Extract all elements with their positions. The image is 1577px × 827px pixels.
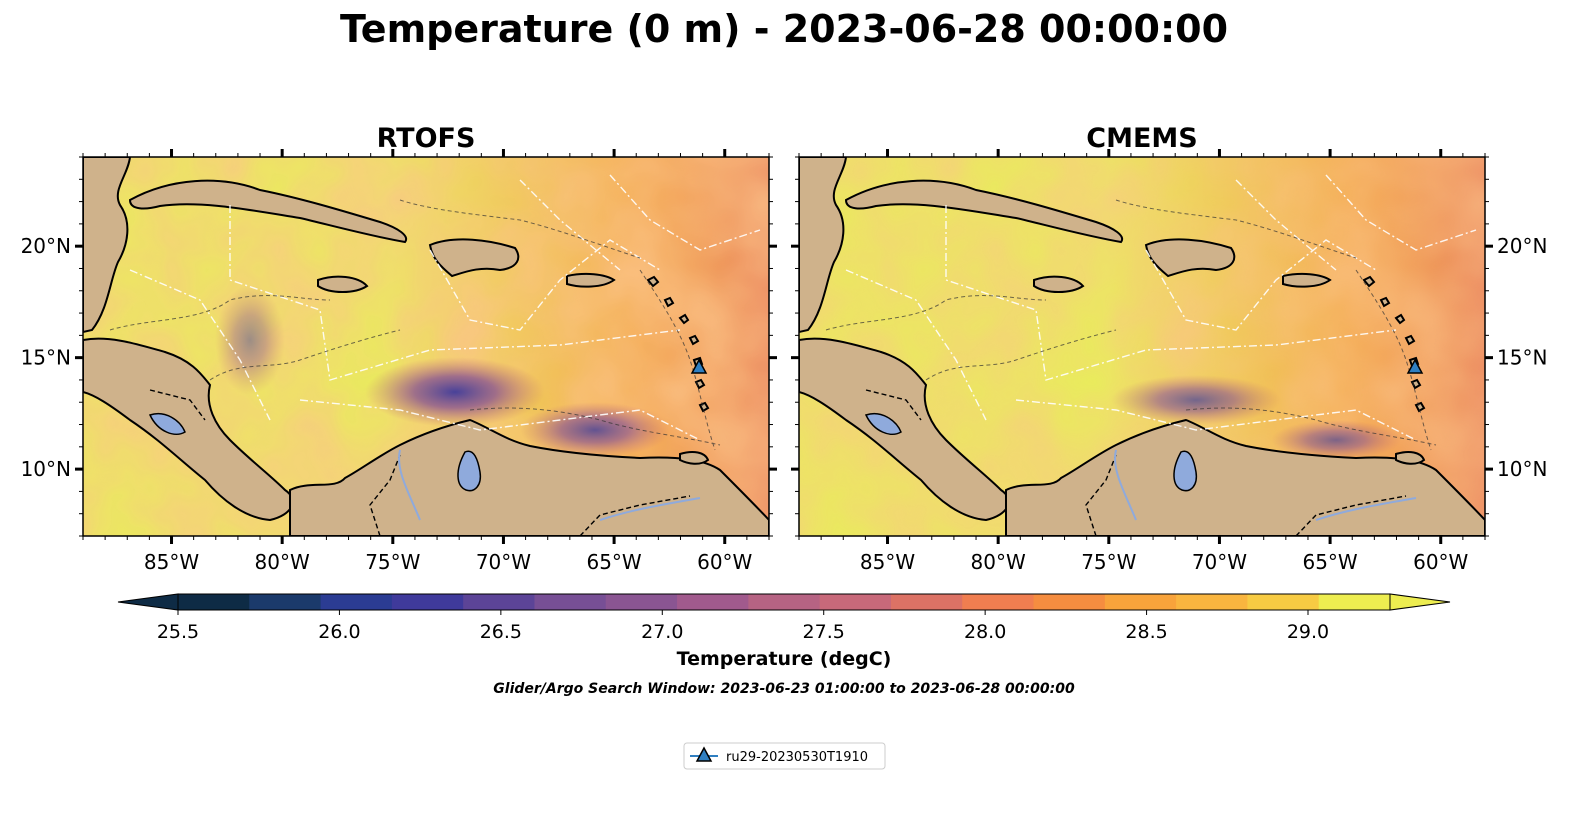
map-frame (82, 156, 770, 537)
lat-tick-label: 15°N (1497, 346, 1547, 370)
legend-box (683, 742, 886, 770)
map-frame (798, 156, 1486, 537)
lon-tick-label: 65°W (586, 550, 641, 574)
colorbar-segment (249, 594, 322, 610)
glider-marker[interactable] (1406, 358, 1424, 374)
legend-item-label: ru29-20230530T1910 (726, 750, 868, 765)
lon-tick-label: 75°W (365, 550, 420, 574)
cold-anomaly (1111, 375, 1281, 425)
colorbar-segment (962, 594, 1035, 610)
triangle-marker-icon (695, 746, 713, 762)
lon-tick-label: 60°W (697, 550, 752, 574)
cold-anomaly (215, 285, 285, 395)
cmems-map-panel (798, 156, 1486, 537)
colorbar-segment (178, 594, 250, 610)
bathymetry-contours (109, 199, 721, 451)
lon-tick-label: 65°W (1302, 550, 1357, 574)
colorbar-segment (320, 594, 393, 610)
colorbar-segment (1318, 594, 1391, 610)
panel-title-cmems: CMEMS (1086, 123, 1197, 154)
colorbar-segment (890, 594, 963, 610)
lon-tick-label: 70°W (476, 550, 531, 574)
colorbar-tick-label: 28.0 (964, 621, 1006, 643)
country-borders (149, 389, 691, 536)
colorbar-tick-label: 29.0 (1287, 621, 1329, 643)
colorbar-segment (463, 594, 535, 610)
colorbar-outline (177, 593, 1391, 611)
colorbar-segment (1176, 594, 1248, 610)
figure-title: Temperature (0 m) - 2023-06-28 00:00:00 (340, 7, 1228, 51)
rivers (1114, 449, 1417, 521)
rtofs-map-panel (82, 156, 770, 537)
lon-tick-label: 80°W (255, 550, 310, 574)
lat-tick-label: 10°N (21, 457, 71, 481)
colorbar-tick-label: 28.5 (1125, 621, 1167, 643)
lon-tick-label: 60°W (1413, 550, 1468, 574)
lon-tick-label: 70°W (1192, 550, 1247, 574)
colorbar-segment (677, 594, 749, 610)
lat-tick-label: 15°N (21, 346, 71, 370)
bathymetry-contours (825, 199, 1437, 451)
cold-anomaly (365, 357, 545, 427)
colorbar-segment (1104, 594, 1177, 610)
colorbar-segment (605, 594, 678, 610)
lat-tick-label: 20°N (1497, 234, 1547, 258)
lon-tick-label: 85°W (144, 550, 199, 574)
colorbar-max-extend (1389, 593, 1451, 611)
glider-marker[interactable] (690, 358, 708, 374)
lon-tick-label: 85°W (860, 550, 915, 574)
colorbar-tick-label: 27.5 (803, 621, 845, 643)
cold-anomaly (520, 402, 670, 458)
lat-tick-label: 10°N (1497, 457, 1547, 481)
colorbar-tick-label: 26.0 (318, 621, 360, 643)
colorbar-segment (391, 594, 464, 610)
colorbar-tick-label: 26.5 (480, 621, 522, 643)
country-borders (865, 389, 1407, 536)
legend: ru29-20230530T1910 (683, 742, 886, 770)
colorbar-tick-label: 25.5 (157, 621, 199, 643)
lat-tick-label: 20°N (21, 234, 71, 258)
colorbar-label: Temperature (degC) (677, 648, 892, 670)
eez-boundaries (129, 174, 761, 441)
colorbar-segment (1247, 594, 1320, 610)
colorbar-segment (819, 594, 892, 610)
axes: 85°W 80°W 75°W 70°W 65°W 60°W 20°N 15°N 10°N 85°W… (21, 149, 1547, 574)
lon-tick-label: 80°W (971, 550, 1026, 574)
colorbar-segment (534, 594, 607, 610)
colorbar-min-extend (117, 593, 179, 611)
colorbar-segment (1033, 594, 1106, 610)
colorbar-segment (748, 594, 821, 610)
colorbar: 25.5 26.0 26.5 27.0 27.5 28.0 28.5 29.0 (117, 593, 1451, 643)
eez-boundaries (845, 174, 1477, 441)
lon-tick-label: 75°W (1081, 550, 1136, 574)
panel-title-rtofs: RTOFS (377, 123, 476, 154)
rivers (398, 449, 701, 521)
cold-anomaly (1271, 420, 1401, 460)
colorbar-tick-label: 27.0 (641, 621, 683, 643)
search-window-text: Glider/Argo Search Window: 2023-06-23 01… (493, 681, 1075, 697)
